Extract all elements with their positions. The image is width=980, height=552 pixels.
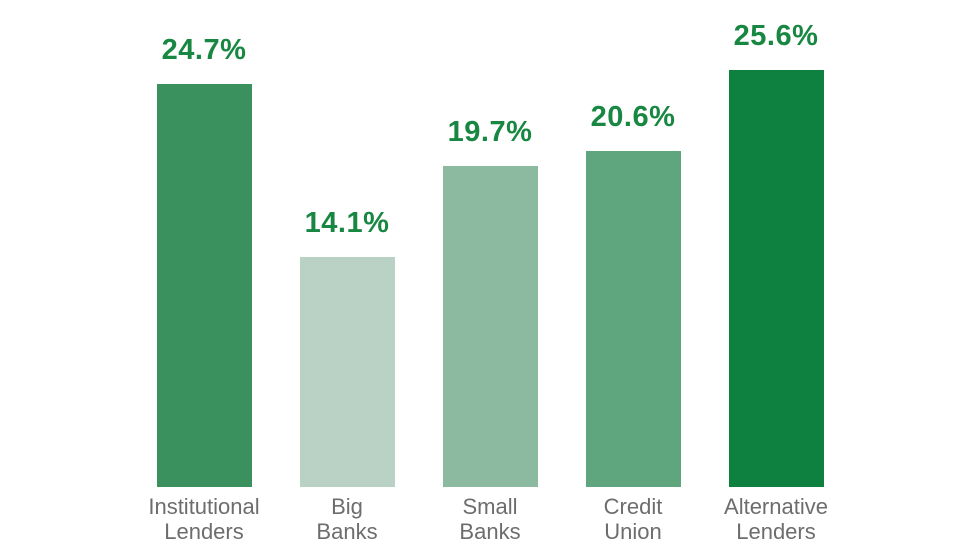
category-label-line: Lenders: [736, 519, 816, 544]
category-label-line: Lenders: [164, 519, 244, 544]
category-label-line: Banks: [459, 519, 521, 544]
bar: [728, 70, 824, 487]
category-label-line: Big: [331, 494, 363, 519]
bar-group-5: 25.6% Alternative Lenders: [724, 0, 828, 544]
category-label-line: Small: [462, 494, 518, 519]
bar-group-4: 20.6% Credit Union: [585, 0, 681, 544]
value-label: 24.7%: [161, 34, 247, 66]
category-label-line: Institutional: [148, 494, 260, 519]
value-label: 14.1%: [304, 207, 390, 239]
category-label: Institutional Lenders: [148, 494, 259, 544]
bar-group-1: 24.7% Institutional Lenders: [148, 0, 259, 544]
category-label: Small Banks: [459, 494, 520, 544]
category-label: Alternative Lenders: [724, 494, 828, 544]
category-label: Big Banks: [316, 494, 377, 544]
bar-chart: 24.7% Institutional Lenders 14.1% Big Banks 19…: [148, 0, 828, 544]
category-label-line: Union: [604, 519, 662, 544]
value-label: 20.6%: [590, 101, 676, 133]
category-label-line: Banks: [316, 519, 378, 544]
category-label: Credit Union: [604, 494, 663, 544]
bar: [299, 257, 395, 487]
bar-group-3: 19.7% Small Banks: [442, 0, 538, 544]
bar: [156, 84, 252, 487]
bar: [585, 151, 681, 487]
category-label-line: Alternative: [724, 494, 828, 519]
bar: [442, 166, 538, 487]
value-label: 19.7%: [447, 116, 533, 148]
bar-group-2: 14.1% Big Banks: [299, 0, 395, 544]
value-label: 25.6%: [733, 20, 819, 52]
category-label-line: Credit: [603, 494, 663, 519]
